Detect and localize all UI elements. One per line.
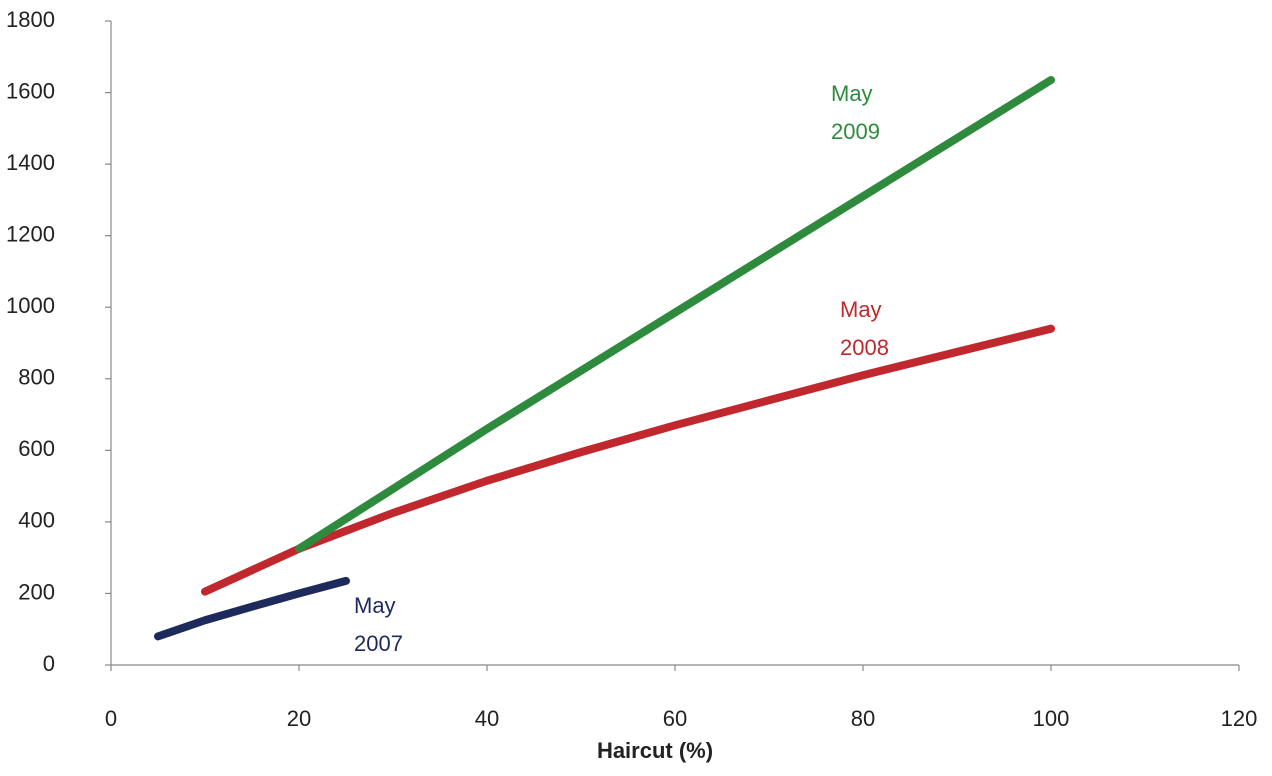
x-tick-label: 20 (287, 706, 311, 731)
y-tick-label: 200 (18, 579, 55, 604)
series-label: May (831, 81, 873, 106)
x-tick-label: 40 (475, 706, 499, 731)
series-label: May (840, 297, 882, 322)
series-label: 2007 (354, 631, 403, 656)
y-tick-label: 600 (18, 436, 55, 461)
y-tick-label: 1000 (6, 293, 55, 318)
y-tick-label: 1400 (6, 150, 55, 175)
series-label: 2008 (840, 335, 889, 360)
series-label: May (354, 593, 396, 618)
y-tick-label: 0 (43, 651, 55, 676)
series-label: 2009 (831, 119, 880, 144)
x-axis-label: Haircut (%) (597, 738, 713, 763)
y-tick-label: 400 (18, 508, 55, 533)
series-line (201, 324, 1055, 596)
x-tick-label: 80 (851, 706, 875, 731)
y-tick-label: 1200 (6, 221, 55, 246)
series-line (295, 76, 1055, 553)
y-tick-label: 1800 (6, 7, 55, 32)
x-tick-label: 120 (1221, 706, 1258, 731)
y-tick-label: 1600 (6, 78, 55, 103)
y-tick-label: 800 (18, 365, 55, 390)
x-tick-label: 0 (105, 706, 117, 731)
x-tick-label: 100 (1033, 706, 1070, 731)
x-tick-label: 60 (663, 706, 687, 731)
series-line (154, 576, 350, 641)
